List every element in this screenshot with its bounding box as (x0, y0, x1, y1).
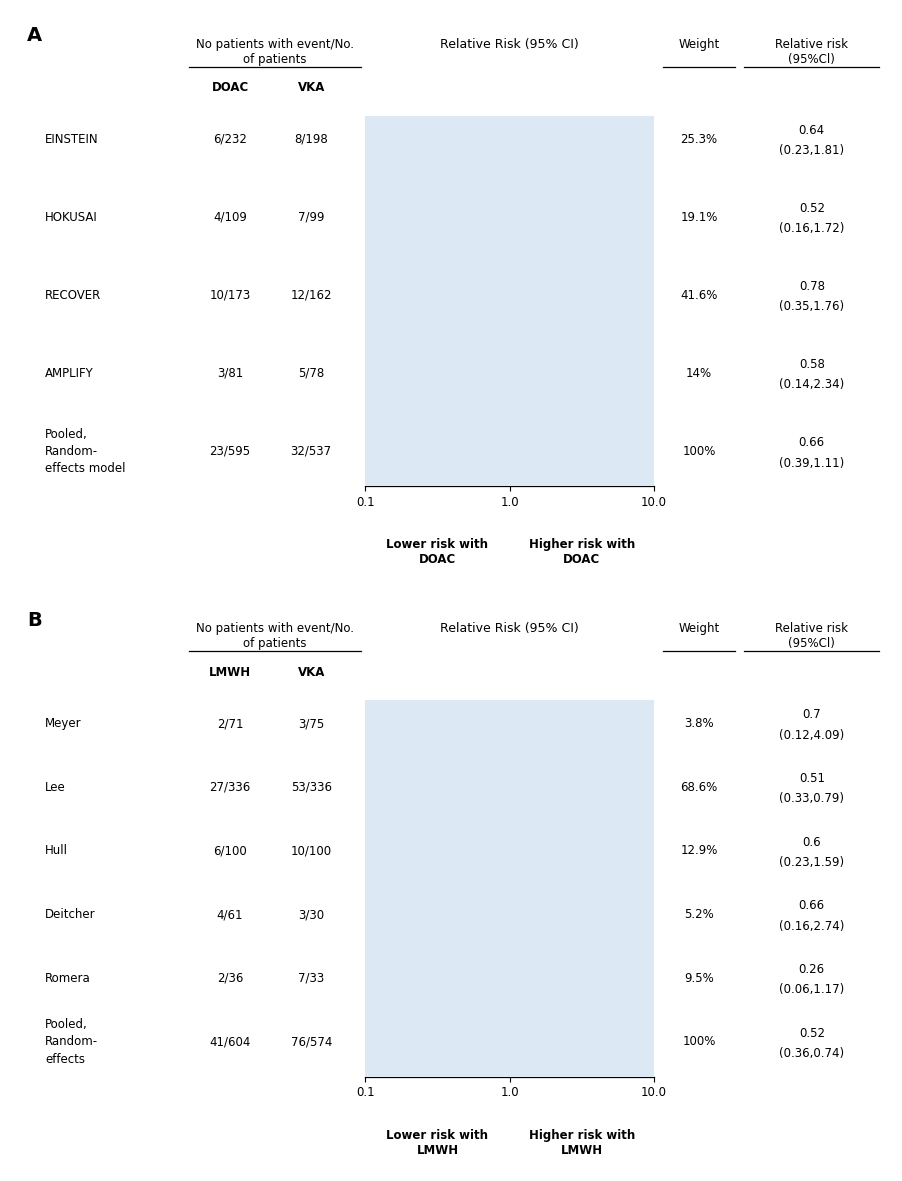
Text: VKA: VKA (298, 81, 325, 94)
Text: 12/162: 12/162 (290, 288, 332, 302)
Text: Romera: Romera (45, 972, 91, 985)
Text: 32/537: 32/537 (290, 445, 332, 458)
Text: Pooled,: Pooled, (45, 428, 87, 441)
Text: 14%: 14% (686, 367, 712, 380)
Text: 0.6: 0.6 (803, 836, 821, 849)
Text: LMWH: LMWH (209, 666, 251, 679)
Text: (0.16,2.74): (0.16,2.74) (779, 920, 844, 933)
Text: 53/336: 53/336 (290, 781, 332, 794)
Text: 27/336: 27/336 (209, 781, 251, 794)
Text: 5/78: 5/78 (298, 367, 325, 380)
Text: effects model: effects model (45, 462, 125, 476)
Text: (0.23,1.81): (0.23,1.81) (779, 144, 844, 157)
Text: Lee: Lee (45, 781, 66, 794)
Text: Relative risk
(95%Cl): Relative risk (95%Cl) (776, 622, 848, 651)
Text: Relative Risk (95% CI): Relative Risk (95% CI) (440, 622, 579, 635)
Text: (0.23,1.59): (0.23,1.59) (779, 856, 844, 869)
Text: 8/198: 8/198 (294, 132, 328, 145)
Text: No patients with event/No.
of patients: No patients with event/No. of patients (196, 622, 354, 651)
Text: 10/100: 10/100 (290, 844, 332, 857)
Text: RECOVER: RECOVER (45, 288, 101, 302)
Text: (0.16,1.72): (0.16,1.72) (779, 222, 844, 235)
Bar (365, 116, 654, 487)
Text: 3/75: 3/75 (298, 717, 325, 730)
Text: Weight: Weight (678, 38, 720, 51)
Text: 41.6%: 41.6% (680, 288, 718, 302)
Text: (0.36,0.74): (0.36,0.74) (779, 1046, 844, 1061)
Text: 2/71: 2/71 (216, 717, 244, 730)
Text: Random-: Random- (45, 445, 98, 458)
Text: Relative risk
(95%Cl): Relative risk (95%Cl) (776, 38, 848, 66)
Text: 10/173: 10/173 (209, 288, 251, 302)
Text: 0.66: 0.66 (799, 900, 824, 913)
Text: (0.06,1.17): (0.06,1.17) (779, 984, 844, 997)
Text: 100%: 100% (682, 1036, 716, 1049)
Text: 3/30: 3/30 (299, 908, 324, 921)
Text: Higher risk with
LMWH: Higher risk with LMWH (529, 1129, 635, 1156)
Text: Random-: Random- (45, 1036, 98, 1049)
Text: A: A (27, 26, 42, 45)
Text: 19.1%: 19.1% (680, 210, 718, 223)
Text: (0.14,2.34): (0.14,2.34) (779, 378, 844, 391)
Text: DOAC: DOAC (211, 81, 249, 94)
Text: 23/595: 23/595 (209, 445, 251, 458)
Bar (365, 700, 654, 1077)
Text: 3/81: 3/81 (216, 367, 244, 380)
Text: 25.3%: 25.3% (680, 132, 718, 145)
Text: (0.35,1.76): (0.35,1.76) (779, 300, 844, 313)
Text: 0.66: 0.66 (799, 436, 824, 449)
Text: HOKUSAI: HOKUSAI (45, 210, 97, 223)
Text: 0.58: 0.58 (799, 358, 824, 371)
Text: 4/109: 4/109 (213, 210, 247, 223)
Text: Meyer: Meyer (45, 717, 82, 730)
Text: Weight: Weight (678, 622, 720, 635)
Text: (0.39,1.11): (0.39,1.11) (779, 457, 844, 470)
Text: Lower risk with
LMWH: Lower risk with LMWH (386, 1129, 489, 1156)
Text: effects: effects (45, 1052, 85, 1065)
Text: Lower risk with
DOAC: Lower risk with DOAC (386, 539, 489, 567)
Text: 7/99: 7/99 (298, 210, 325, 223)
Text: Relative Risk (95% CI): Relative Risk (95% CI) (440, 38, 579, 51)
Text: Higher risk with
DOAC: Higher risk with DOAC (529, 539, 635, 567)
Text: Hull: Hull (45, 844, 68, 857)
Text: 6/100: 6/100 (213, 844, 247, 857)
Text: 12.9%: 12.9% (680, 844, 718, 857)
Text: No patients with event/No.
of patients: No patients with event/No. of patients (196, 38, 354, 66)
Text: 7/33: 7/33 (298, 972, 325, 985)
Text: 0.26: 0.26 (799, 963, 824, 976)
Polygon shape (451, 437, 516, 465)
Text: Pooled,: Pooled, (45, 1018, 87, 1031)
Text: 6/232: 6/232 (213, 132, 247, 145)
Text: 0.52: 0.52 (799, 1026, 824, 1039)
Polygon shape (446, 1027, 491, 1056)
Text: VKA: VKA (298, 666, 325, 679)
Text: 9.5%: 9.5% (685, 972, 713, 985)
Text: AMPLIFY: AMPLIFY (45, 367, 94, 380)
Text: 68.6%: 68.6% (680, 781, 718, 794)
Text: EINSTEIN: EINSTEIN (45, 132, 98, 145)
Text: B: B (27, 611, 41, 629)
Text: 0.52: 0.52 (799, 202, 824, 215)
Text: Deitcher: Deitcher (45, 908, 96, 921)
Text: 5.2%: 5.2% (685, 908, 713, 921)
Text: 100%: 100% (682, 445, 716, 458)
Text: 4/61: 4/61 (216, 908, 244, 921)
Text: (0.12,4.09): (0.12,4.09) (779, 729, 844, 742)
Text: 76/574: 76/574 (290, 1036, 332, 1049)
Text: 3.8%: 3.8% (685, 717, 713, 730)
Text: 0.7: 0.7 (803, 709, 821, 722)
Text: (0.33,0.79): (0.33,0.79) (779, 792, 844, 805)
Text: 0.51: 0.51 (799, 772, 824, 785)
Text: 0.78: 0.78 (799, 280, 824, 293)
Text: 2/36: 2/36 (216, 972, 244, 985)
Text: 41/604: 41/604 (209, 1036, 251, 1049)
Text: 0.64: 0.64 (799, 124, 824, 137)
